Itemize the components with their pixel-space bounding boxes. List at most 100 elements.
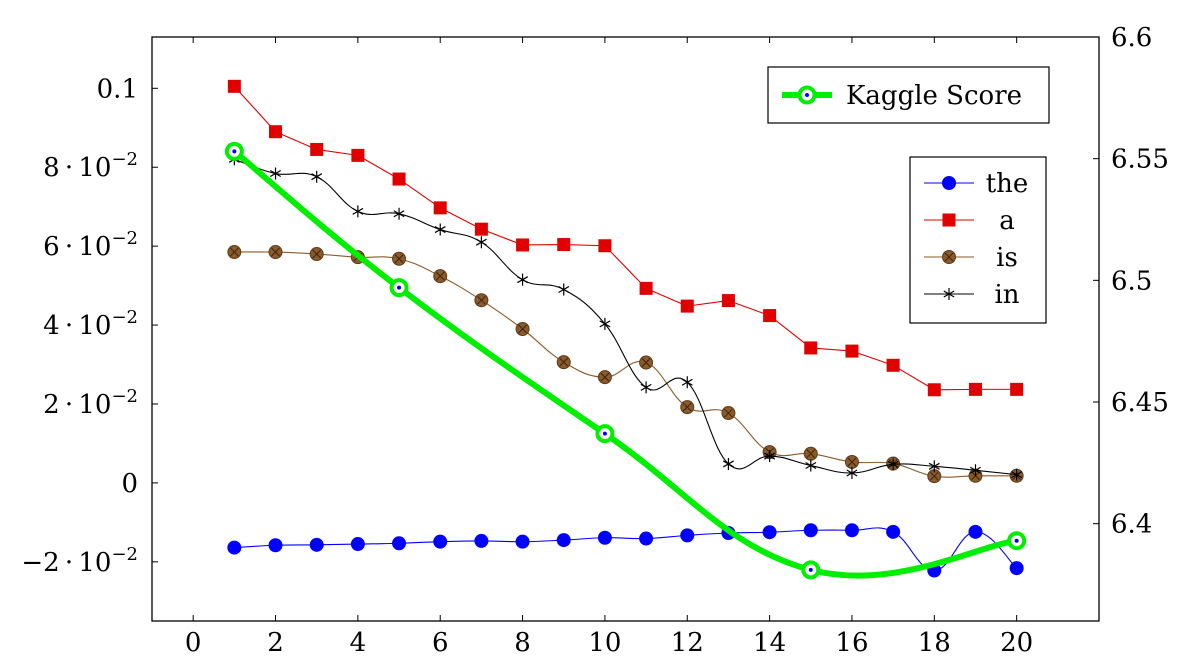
- plot-frame: [151, 36, 1100, 622]
- data-point-kaggle-score: [595, 424, 615, 444]
- legend-box: [909, 156, 1047, 324]
- data-point-is: [556, 355, 571, 370]
- y-left-tick-label: 2 · 10−2: [43, 386, 138, 420]
- data-point-in: [311, 170, 323, 183]
- x-tick-label: 4: [350, 628, 367, 658]
- data-point-the: [392, 536, 407, 551]
- x-tick-label: 14: [753, 628, 786, 658]
- y-left-tick-label: 6 · 10−2: [43, 228, 138, 262]
- data-point-the: [474, 533, 489, 548]
- data-point-is: [268, 245, 283, 260]
- data-point-a: [433, 201, 447, 215]
- x-tick-label: 8: [514, 628, 531, 658]
- data-point-is: [803, 446, 818, 461]
- data-point-in: [558, 283, 570, 296]
- y-left-tick-label: 0.1: [97, 74, 138, 104]
- legend-swatch-marker: [797, 85, 817, 105]
- data-point-kaggle-score: [389, 278, 409, 298]
- legend-label: is: [996, 243, 1018, 273]
- data-point-in: [764, 450, 776, 463]
- data-point-the: [680, 528, 695, 543]
- legend-item-is: is: [924, 243, 1018, 273]
- legend-label: in: [994, 280, 1019, 310]
- data-point-is: [515, 322, 530, 336]
- data-point-is: [392, 251, 407, 266]
- y-left-tick-label: −2 · 10−2: [21, 544, 138, 578]
- x-tick-label: 10: [588, 628, 621, 658]
- data-point-a: [351, 148, 365, 162]
- y-right-tick-label: 6.4: [1111, 510, 1152, 540]
- y-right-tick-label: 6.45: [1111, 388, 1169, 418]
- data-point-the: [762, 525, 777, 540]
- data-point-in: [352, 205, 364, 218]
- y-right-tick-label: 6.55: [1111, 145, 1169, 175]
- data-point-a: [557, 238, 571, 252]
- data-point-in: [928, 460, 940, 473]
- legend-swatch-marker: [943, 288, 955, 300]
- data-point-is: [927, 469, 942, 484]
- data-point-the: [597, 530, 612, 545]
- legend-swatch-marker: [942, 213, 956, 227]
- series-layer: [224, 79, 1027, 580]
- data-point-the: [433, 534, 448, 549]
- data-point-in: [393, 207, 405, 220]
- data-point-a: [598, 239, 612, 253]
- data-point-the: [350, 537, 365, 552]
- data-point-a: [392, 172, 406, 186]
- data-point-the: [556, 533, 571, 548]
- data-point-a: [721, 294, 735, 308]
- data-point-a: [680, 299, 694, 313]
- data-point-a: [516, 238, 530, 252]
- data-point-in: [599, 317, 611, 330]
- data-point-is: [309, 247, 324, 262]
- data-point-in: [434, 223, 446, 236]
- x-tick-label: 16: [835, 628, 868, 658]
- x-tick-label: 18: [918, 628, 951, 658]
- data-point-a: [886, 358, 900, 372]
- data-point-the: [844, 523, 859, 538]
- data-point-in: [969, 464, 981, 477]
- legend-kaggle: Kaggle Score: [767, 66, 1050, 124]
- data-point-a: [310, 142, 324, 156]
- series-line-in: [234, 158, 1017, 476]
- data-point-in: [1011, 468, 1023, 481]
- data-point-in: [270, 167, 282, 180]
- data-point-the: [639, 531, 654, 546]
- legend-swatch-marker: [942, 250, 956, 264]
- data-point-in: [475, 236, 487, 249]
- y-left-tick-label: 0: [121, 469, 138, 499]
- data-point-a: [845, 344, 859, 358]
- x-tick-label: 0: [185, 628, 202, 658]
- legend-label: a: [999, 206, 1015, 236]
- data-point-kaggle-score: [1007, 531, 1027, 551]
- data-point-in: [846, 467, 858, 480]
- legend-label: the: [986, 169, 1029, 199]
- x-tick-label: 6: [432, 628, 449, 658]
- data-point-the: [1009, 561, 1024, 576]
- data-point-the: [309, 537, 324, 552]
- data-point-in: [887, 458, 899, 471]
- data-point-is: [844, 454, 859, 469]
- x-tick-label: 2: [267, 628, 284, 658]
- data-point-is: [680, 400, 695, 415]
- data-point-is: [474, 293, 489, 308]
- data-point-the: [968, 524, 983, 539]
- data-point-a: [269, 125, 283, 139]
- data-point-in: [805, 459, 817, 472]
- data-point-a: [474, 222, 488, 236]
- series-in: [228, 153, 1023, 481]
- data-point-a: [927, 383, 941, 397]
- data-point-a: [227, 79, 241, 93]
- data-point-is: [227, 245, 242, 260]
- data-point-is: [721, 406, 736, 421]
- data-point-kaggle-score: [801, 560, 821, 580]
- data-point-a: [1010, 382, 1024, 396]
- data-point-a: [804, 341, 818, 355]
- data-point-in: [517, 273, 529, 286]
- data-point-a: [763, 309, 777, 323]
- series-kaggle-score: [224, 141, 1027, 580]
- y-right-tick-label: 6.5: [1111, 266, 1152, 296]
- x-tick-label: 12: [671, 628, 704, 658]
- legend-item-the: the: [924, 169, 1028, 199]
- legend-label: Kaggle Score: [846, 81, 1022, 111]
